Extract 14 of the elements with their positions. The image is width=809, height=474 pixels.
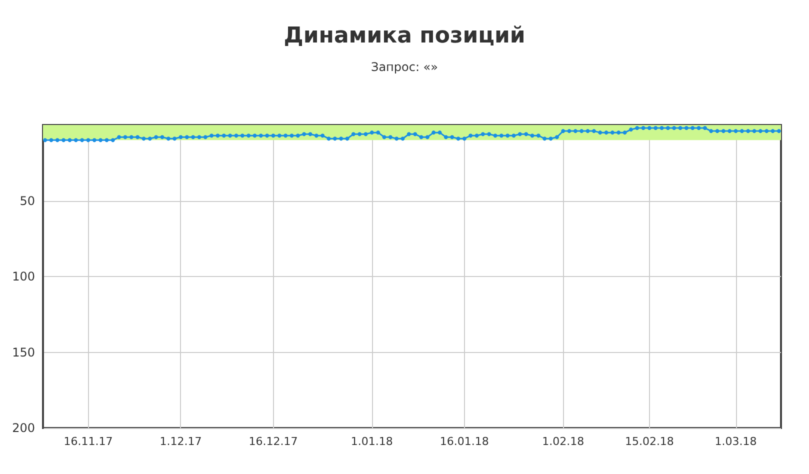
x-tick-label: 16.12.17 [248, 435, 298, 448]
y-tick-label: 150 [12, 345, 35, 360]
chart-title: Динамика позиций [284, 24, 526, 48]
x-tick-label: 16.01.18 [440, 435, 489, 448]
x-tick-label: 1.12.17 [160, 435, 202, 448]
y-tick-label: 50 [20, 194, 35, 208]
x-tick-label: 1.03.18 [714, 435, 757, 448]
x-tick-label: 16.11.17 [64, 435, 113, 448]
y-tick-label: 100 [12, 270, 35, 284]
chart-subtitle: Запрос: «» [371, 60, 438, 74]
y-tick-label: 200 [12, 421, 35, 435]
x-tick-label: 15.02.18 [624, 435, 674, 448]
x-tick-label: 1.01.18 [350, 435, 393, 448]
x-tick-label: 1.02.18 [542, 435, 584, 448]
